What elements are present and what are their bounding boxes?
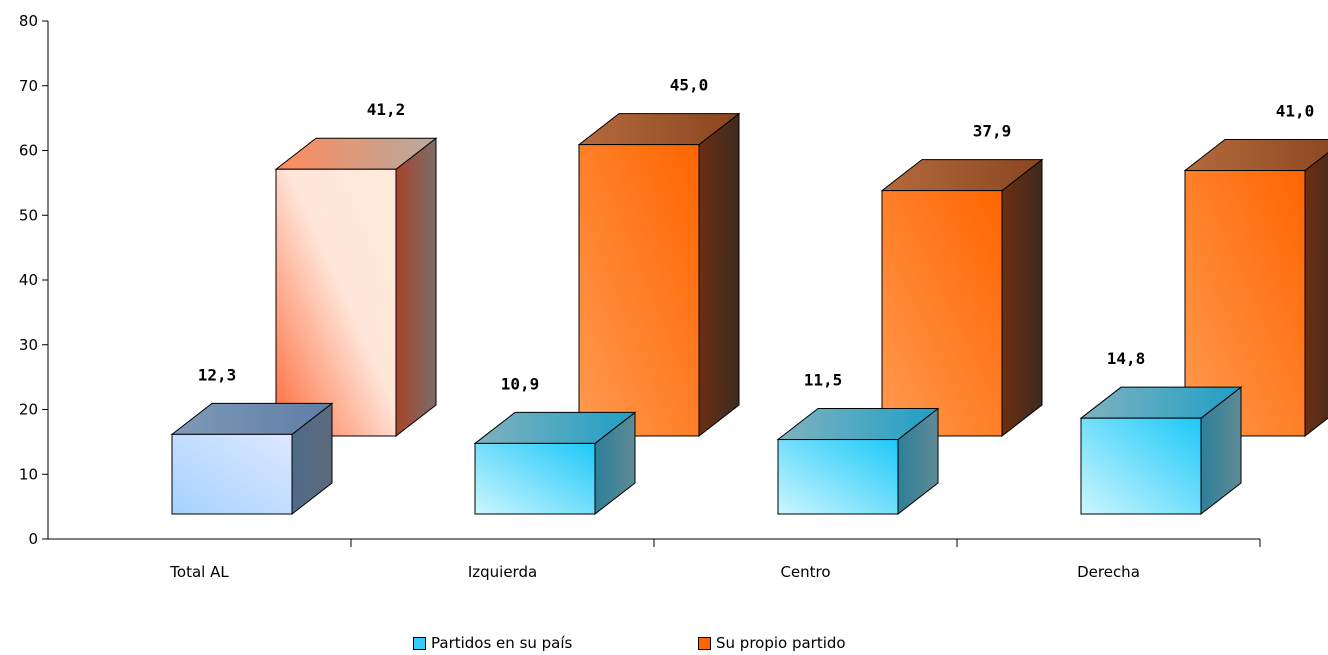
y-tick-label: 20 bbox=[19, 401, 38, 419]
bar-partidos-en-su-pais-front bbox=[474, 442, 596, 515]
data-label-su-propio-partido: 41,0 bbox=[1276, 102, 1315, 121]
bar-su-propio-partido-side bbox=[698, 112, 740, 438]
x-tick-label: Centro bbox=[780, 563, 830, 581]
bar-su-propio-partido-front bbox=[881, 190, 1003, 437]
data-label-partidos-en-su-pais: 10,9 bbox=[501, 374, 540, 393]
bars bbox=[170, 112, 1328, 516]
bar-su-propio-partido-side bbox=[395, 137, 437, 438]
bar-su-propio-partido bbox=[274, 137, 438, 438]
y-tick-label: 40 bbox=[19, 271, 38, 289]
data-label-partidos-en-su-pais: 11,5 bbox=[804, 371, 843, 390]
bar-partidos-en-su-pais bbox=[1079, 386, 1243, 516]
bar-partidos-en-su-pais bbox=[776, 407, 940, 516]
bar-su-propio-partido-side bbox=[1304, 152, 1328, 438]
data-label-su-propio-partido: 45,0 bbox=[670, 76, 709, 95]
data-label-su-propio-partido: 41,2 bbox=[367, 100, 406, 119]
bar-partidos-en-su-pais bbox=[170, 402, 334, 516]
legend-label-su-propio-partido: Su propio partido bbox=[716, 634, 846, 652]
data-label-partidos-en-su-pais: 12,3 bbox=[198, 365, 237, 384]
y-tick-label: 50 bbox=[19, 206, 38, 224]
axes: 0 10 20 30 40 50 60 70 80 Total AL Izquierda Centro… bbox=[19, 12, 1261, 581]
bar-chart: 0 10 20 30 40 50 60 70 80 Total AL Izquierda Centro… bbox=[19, 12, 1328, 581]
y-tick-label: 30 bbox=[19, 336, 38, 354]
bar-su-propio-partido-top bbox=[1183, 139, 1328, 172]
data-labels: 41,2 12,3 45,0 10,9 37,9 11,5 41,0 14,8 bbox=[198, 76, 1315, 394]
x-tick-label: Total AL bbox=[169, 563, 229, 581]
bar-partidos-en-su-pais-front bbox=[1080, 417, 1202, 515]
bar-partidos-en-su-pais bbox=[473, 411, 637, 516]
x-tick-label: Izquierda bbox=[468, 563, 537, 581]
y-tick-label: 0 bbox=[28, 530, 38, 548]
data-label-partidos-en-su-pais: 14,8 bbox=[1107, 349, 1146, 368]
legend-item-su-propio-partido: Su propio partido bbox=[698, 634, 846, 652]
legend-swatch-orange bbox=[698, 636, 711, 650]
bar-su-propio-partido-front bbox=[275, 168, 397, 437]
y-tick-label: 70 bbox=[19, 77, 38, 95]
legend-label-partidos-en-su-pais: Partidos en su país bbox=[431, 634, 573, 652]
bar-su-propio-partido-front bbox=[578, 144, 700, 437]
bar-partidos-en-su-pais-front bbox=[171, 433, 293, 515]
y-tick-label: 60 bbox=[19, 142, 38, 160]
data-label-su-propio-partido: 37,9 bbox=[973, 122, 1012, 141]
legend-item-partidos-en-su-pais: Partidos en su país bbox=[413, 634, 572, 652]
y-tick-label: 80 bbox=[19, 12, 38, 30]
bar-su-propio-partido bbox=[1183, 139, 1328, 438]
bar-su-propio-partido bbox=[880, 158, 1044, 438]
bar-su-propio-partido bbox=[577, 112, 741, 438]
bar-su-propio-partido-side bbox=[1001, 158, 1043, 438]
bar-partidos-en-su-pais-front bbox=[777, 439, 899, 515]
legend-swatch-blue bbox=[413, 636, 426, 650]
y-tick-label: 10 bbox=[19, 465, 38, 483]
x-tick-label: Derecha bbox=[1077, 563, 1140, 581]
